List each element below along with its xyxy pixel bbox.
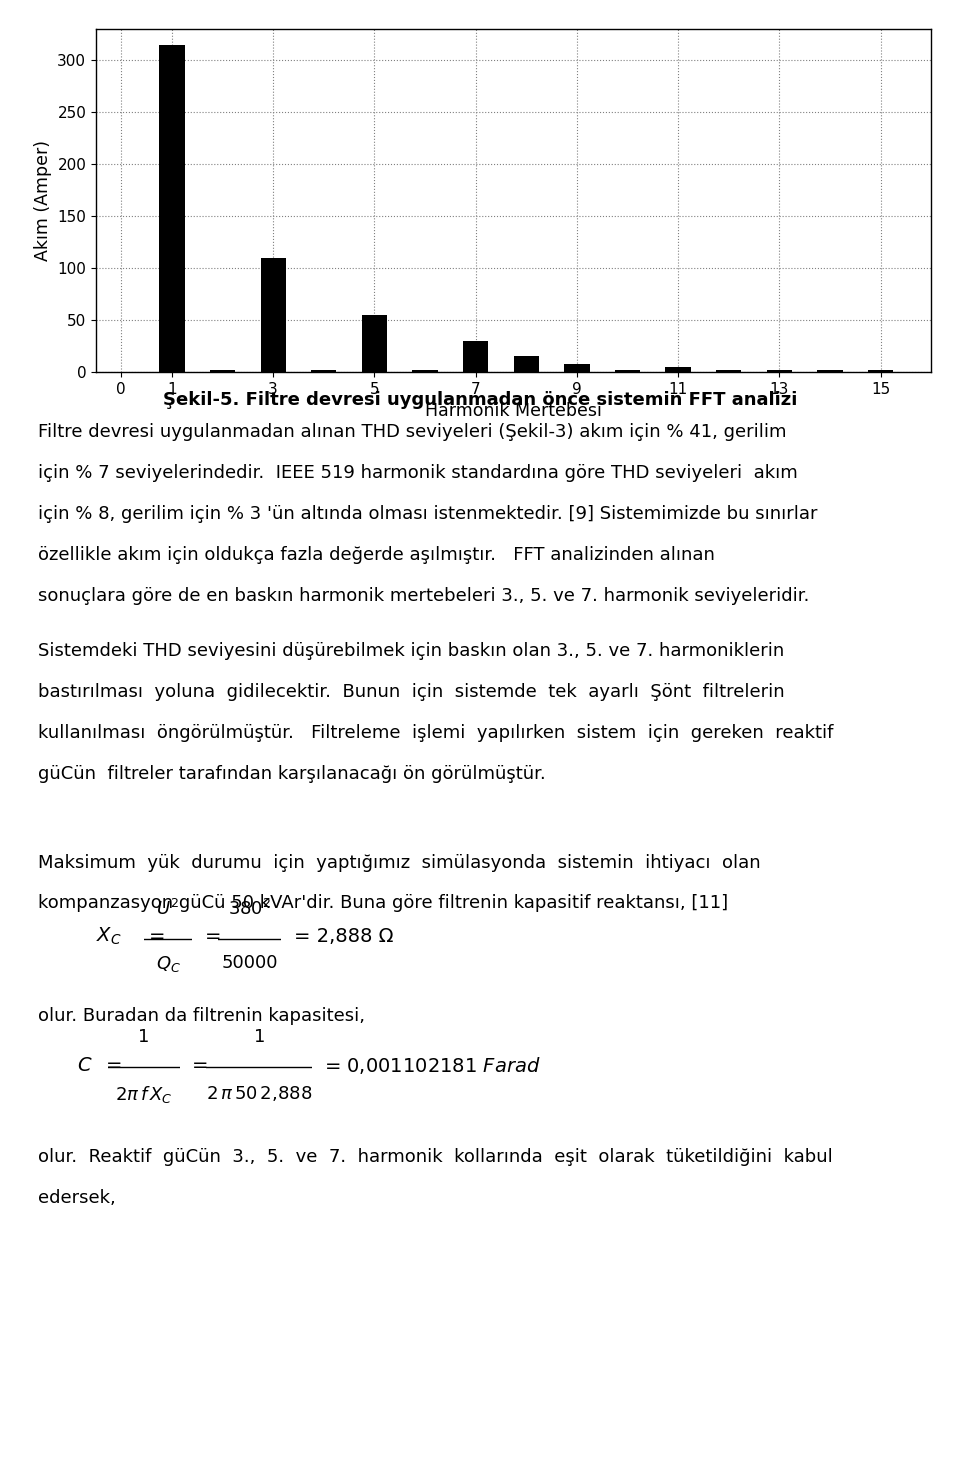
Text: için % 7 seviyelerindedir.  IEEE 519 harmonik standardına göre THD seviyeleri  a: için % 7 seviyelerindedir. IEEE 519 harm…: [38, 464, 798, 481]
Bar: [514, 356, 539, 372]
Text: için % 8, gerilim için % 3 'ün altında olması istenmektedir. [9] Sistemimizde bu: için % 8, gerilim için % 3 'ün altında o…: [38, 505, 818, 522]
Text: $X_{C}$: $X_{C}$: [96, 926, 122, 947]
Text: 1: 1: [253, 1029, 265, 1046]
Bar: [716, 371, 741, 372]
Bar: [868, 371, 893, 372]
Text: 50000: 50000: [222, 954, 277, 972]
Text: Maksimum  yük  durumu  için  yaptığımız  simülasyonda  sistemin  ihtiyacı  olan: Maksimum yük durumu için yaptığımız simü…: [38, 854, 761, 871]
Text: Sistemdeki THD seviyesini düşürebilmek için baskın olan 3., 5. ve 7. harmonikler: Sistemdeki THD seviyesini düşürebilmek i…: [38, 642, 784, 659]
Text: =: =: [149, 926, 165, 947]
Text: bastırılması  yoluna  gidilecektir.  Bunun  için  sistemde  tek  ayarlı  Şönt  f: bastırılması yoluna gidilecektir. Bunun …: [38, 683, 785, 700]
Text: $2\pi\, f\, X_{C}$: $2\pi\, f\, X_{C}$: [115, 1084, 173, 1104]
Text: = 0,001102181 $\mathit{Farad}$: = 0,001102181 $\mathit{Farad}$: [324, 1055, 541, 1075]
Bar: [564, 363, 589, 372]
Text: 1: 1: [138, 1029, 150, 1046]
Text: olur. Buradan da filtrenin kapasitesi,: olur. Buradan da filtrenin kapasitesi,: [38, 1007, 366, 1024]
Text: =: =: [106, 1055, 122, 1075]
Text: Filtre devresi uygulanmadan alınan THD seviyeleri (Şekil-3) akım için % 41, geri: Filtre devresi uygulanmadan alınan THD s…: [38, 423, 787, 441]
Text: olur.  Reaktif  güCün  3.,  5.  ve  7.  harmonik  kollarında  eşit  olarak  tüke: olur. Reaktif güCün 3., 5. ve 7. harmoni…: [38, 1148, 833, 1166]
Text: =: =: [192, 1055, 208, 1075]
X-axis label: Harmonik Mertebesi: Harmonik Mertebesi: [425, 403, 602, 420]
Bar: [817, 371, 843, 372]
Bar: [210, 371, 235, 372]
Bar: [362, 315, 387, 372]
Text: edersek,: edersek,: [38, 1189, 116, 1207]
Text: Şekil-5. Filtre devresi uygulanmadan önce sistemin FFT analizi: Şekil-5. Filtre devresi uygulanmadan önc…: [163, 391, 797, 409]
Bar: [767, 371, 792, 372]
Bar: [260, 258, 286, 372]
Text: $Q_{C}$: $Q_{C}$: [156, 954, 180, 975]
Text: $C$: $C$: [77, 1055, 92, 1075]
Bar: [413, 371, 438, 372]
Y-axis label: Akım (Amper): Akım (Amper): [34, 140, 52, 261]
Bar: [614, 371, 640, 372]
Bar: [665, 366, 691, 372]
Text: = 2,888 Ω: = 2,888 Ω: [294, 926, 394, 947]
Text: güCün  filtreler tarafından karşılanacağı ön görülmüştür.: güCün filtreler tarafından karşılanacağı…: [38, 765, 546, 782]
Text: $380^{2}$: $380^{2}$: [228, 899, 272, 919]
Text: =: =: [204, 926, 221, 947]
Text: özellikle akım için oldukça fazla değerde aşılmıştır.   FFT analizinden alınan: özellikle akım için oldukça fazla değerd…: [38, 546, 715, 563]
Text: $U^{2}$: $U^{2}$: [156, 899, 180, 919]
Text: $2\,\pi\,50\,2{,}888$: $2\,\pi\,50\,2{,}888$: [206, 1084, 312, 1103]
Text: kompanzasyon güCü 50 kVAr'dir. Buna göre filtrenin kapasitif reaktansı, [11]: kompanzasyon güCü 50 kVAr'dir. Buna göre…: [38, 894, 729, 912]
Text: sonuçlara göre de en baskın harmonik mertebeleri 3., 5. ve 7. harmonik seviyeler: sonuçlara göre de en baskın harmonik mer…: [38, 587, 810, 604]
Bar: [463, 341, 489, 372]
Bar: [311, 371, 336, 372]
Bar: [159, 45, 184, 372]
Text: kullanılması  öngörülmüştür.   Filtreleme  işlemi  yapılırken  sistem  için  ger: kullanılması öngörülmüştür. Filtreleme i…: [38, 724, 834, 741]
